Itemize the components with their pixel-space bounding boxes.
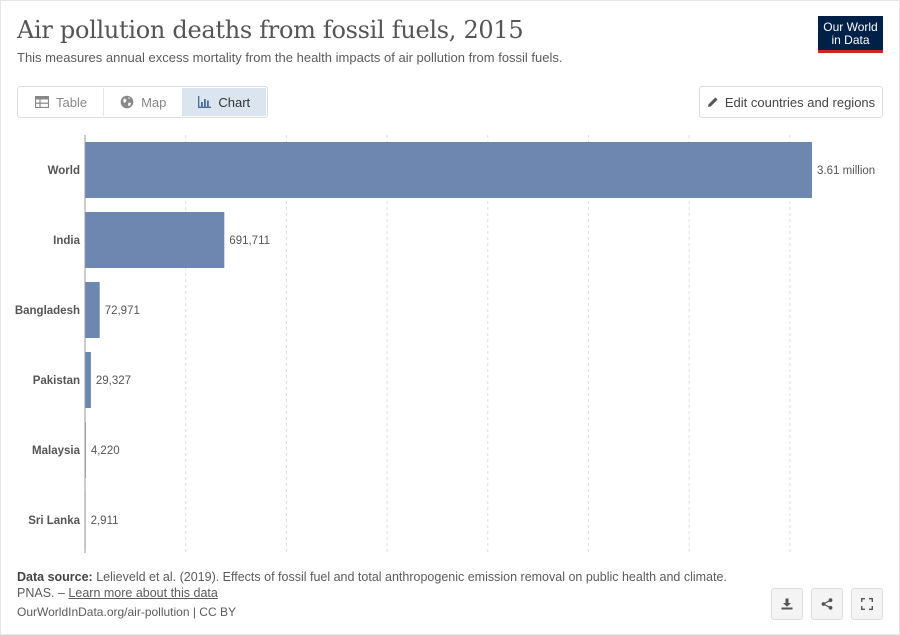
bar-world [85,142,812,198]
value-label: 29,327 [96,375,131,387]
value-label: 691,711 [229,235,270,247]
value-label: 2,911 [91,515,119,527]
share-button[interactable] [811,588,843,620]
bar-bangladesh [85,282,100,338]
footer-source: Data source: Lelieveld et al. (2019). Ef… [17,569,757,601]
bar-india [85,212,225,268]
chart-subtitle: This measures annual excess mortality fr… [17,50,563,65]
edit-countries-button[interactable]: Edit countries and regions [699,86,883,118]
table-icon [35,96,49,108]
category-label: Malaysia [32,445,81,457]
category-label: Pakistan [33,375,80,387]
view-tabs: Table Map Chart [17,86,269,118]
share-icon [821,598,833,610]
fullscreen-button[interactable] [851,588,883,620]
tab-table[interactable]: Table [19,88,103,116]
value-label: 3.61 million [817,165,875,177]
footer-url: OurWorldInData.org/air-pollution | CC BY [17,605,236,619]
bar-chart: World 3.61 million India 691,711 Bangladesh 7… [15,135,875,553]
download-button[interactable] [771,588,803,620]
category-label: World [48,165,80,177]
source-label: Data source: [17,570,93,584]
category-label: Sri Lanka [28,515,80,527]
learn-more-link[interactable]: Learn more about this data [68,586,218,600]
bar-pakistan [85,352,91,408]
chart-icon [198,96,212,108]
tab-map-label: Map [141,94,167,110]
pencil-icon [707,97,718,107]
category-label: Bangladesh [15,305,80,317]
logo-line-2: in Data [831,33,870,47]
source-text: Lelieveld et al. (2019). Effects of foss… [17,570,727,600]
fullscreen-icon [861,598,873,610]
tab-chart-label: Chart [218,94,251,110]
logo-line-1: Our World [823,20,878,34]
category-label: India [53,235,80,247]
globe-icon [120,95,134,109]
chart-title: Air pollution deaths from fossil fuels, … [17,16,524,44]
edit-countries-label: Edit countries and regions [724,94,876,110]
value-label: 72,971 [105,305,140,317]
download-icon [781,598,793,610]
tab-table-label: Table [56,94,88,110]
tab-chart[interactable]: Chart [182,88,267,116]
value-label: 4,220 [91,445,120,457]
owid-logo[interactable]: Our World in Data [818,16,883,53]
tab-map[interactable]: Map [103,88,182,116]
